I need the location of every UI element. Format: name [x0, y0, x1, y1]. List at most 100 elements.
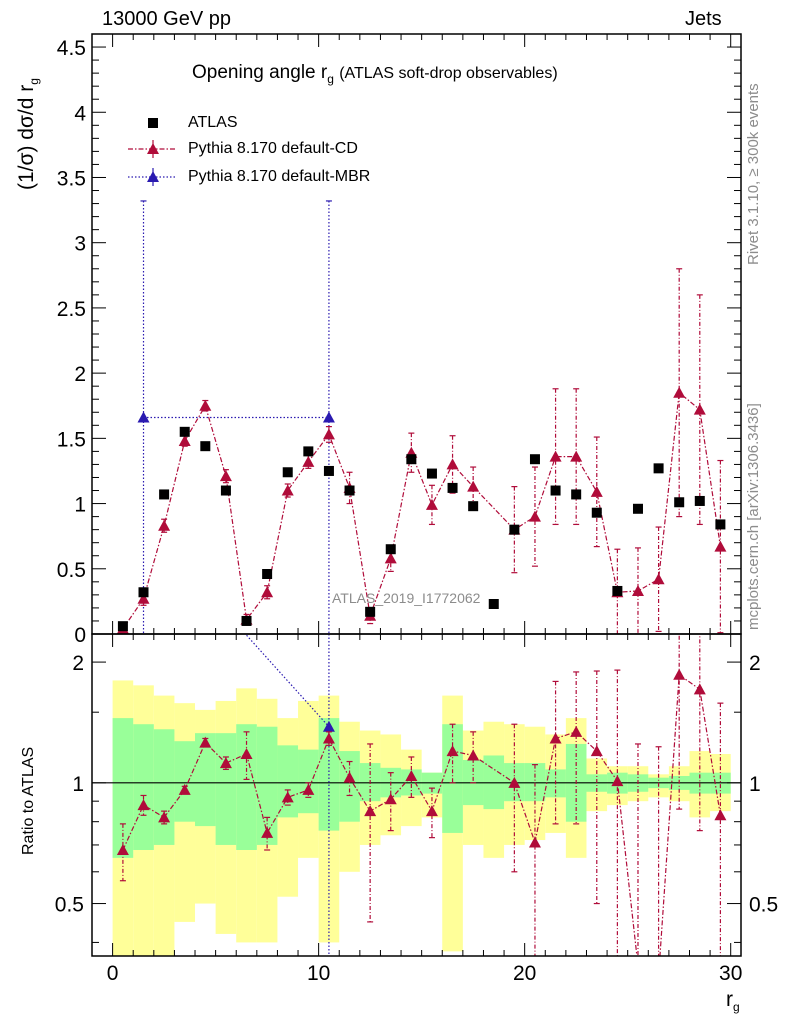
ratio-cd-point — [508, 776, 521, 788]
ratio-cd-point — [302, 783, 315, 795]
cd-point — [528, 510, 541, 522]
ratio-panel: 0 10 20 30 0.5 0.5 1 1 2 2 — [55, 633, 778, 985]
ratio-y-tick-label-right: 1 — [749, 773, 761, 796]
band-inner — [215, 733, 237, 845]
ratio-cd-series — [116, 634, 727, 981]
uncertainty-bands — [112, 680, 731, 956]
y-tick-label: 1 — [74, 494, 86, 517]
ratio-cd-point — [714, 809, 727, 821]
x-tick-label: 30 — [719, 962, 742, 985]
atlas-point — [220, 485, 231, 496]
ratio-cd-point — [405, 769, 418, 781]
atlas-point — [488, 599, 499, 609]
band-inner — [236, 724, 257, 850]
atlas-point — [179, 426, 190, 437]
ratio-cd-point — [322, 732, 335, 744]
ratio-cd-point — [673, 668, 686, 680]
mbr-series — [137, 200, 335, 634]
atlas-point — [262, 569, 273, 579]
cd-point — [137, 592, 150, 604]
ratio-cd-point — [632, 960, 644, 971]
header-right: Jets — [685, 8, 722, 30]
band-inner — [524, 763, 546, 802]
ratio-cd-point — [590, 745, 603, 757]
cd-point — [322, 428, 335, 440]
cd-point — [714, 540, 727, 552]
ratio-y-tick-label-right: 0.5 — [749, 894, 778, 917]
ratio-y-tick-label-right: 2 — [749, 652, 761, 675]
ratio-cd-point — [343, 771, 356, 783]
ratio-cd-point — [240, 747, 253, 759]
mbr-point — [137, 411, 150, 423]
ratio-mbr-series — [244, 634, 335, 956]
ratio-cd-point — [199, 736, 212, 748]
ratio-cd-point — [281, 791, 294, 803]
ratio-cd-point — [653, 970, 665, 981]
ratio-y-tick-label: 1 — [72, 773, 84, 796]
atlas-point — [385, 544, 396, 555]
ratio-cd-point — [219, 757, 232, 769]
y-axis-label: (1/σ) dσ/d rg — [15, 78, 42, 190]
band-inner — [112, 718, 134, 858]
atlas-point — [117, 621, 128, 632]
x-axis-label: rg — [726, 988, 740, 1015]
band-inner — [195, 733, 216, 827]
cd-point — [261, 586, 274, 598]
ratio-cd-point — [116, 843, 129, 855]
x-tick-label: 0 — [107, 962, 119, 985]
y-tick-label: 2.5 — [57, 298, 86, 321]
atlas-point — [365, 606, 376, 617]
atlas-point — [406, 454, 417, 465]
ratio-cd-point — [549, 732, 562, 744]
atlas-point — [468, 501, 479, 512]
mcplots-text: mcplots.cern.ch [arXiv:1306.3436] — [745, 403, 762, 630]
ratio-cd-point — [137, 799, 150, 811]
atlas-point — [509, 524, 520, 535]
plot-title: Opening angle rg (ATLAS soft-drop observ… — [192, 62, 558, 86]
atlas-point — [159, 489, 170, 500]
band-inner — [153, 729, 175, 845]
y-tick-label: 0.5 — [57, 559, 86, 582]
band-inner — [133, 724, 154, 850]
x-tick-label: 10 — [307, 962, 330, 985]
ratio-cd-point — [384, 793, 397, 805]
cd-point — [570, 450, 583, 462]
cd-point — [219, 470, 232, 482]
atlas-point — [344, 485, 355, 496]
cd-point — [467, 480, 480, 492]
atlas-point — [632, 503, 643, 514]
y-tick-label: 4 — [74, 102, 86, 125]
atlas-point — [447, 482, 458, 493]
ratio-cd-point — [425, 805, 438, 817]
cd-point — [199, 399, 212, 411]
atlas-point — [715, 519, 726, 530]
atlas-point — [303, 446, 314, 457]
cd-point — [158, 519, 171, 531]
rivet-version-text: Rivet 3.1.10, ≥ 300k events — [745, 83, 762, 265]
cd-point — [446, 458, 459, 470]
analysis-watermark: ATLAS_2019_I1772062 — [332, 590, 481, 606]
band-inner — [298, 749, 319, 814]
atlas-point — [241, 615, 252, 626]
ratio-y-tick-label: 2 — [72, 652, 84, 675]
legend-marker-cd — [147, 143, 159, 154]
ratio-y-tick-label: 0.5 — [55, 894, 84, 917]
ratio-cd-point — [261, 826, 274, 838]
ratio-cd-point — [611, 775, 624, 787]
ratio-cd-point — [693, 683, 706, 695]
atlas-point — [323, 465, 334, 476]
atlas-point — [426, 468, 437, 479]
ratio-cd-point — [178, 783, 191, 795]
atlas-point — [591, 507, 602, 518]
cd-point — [673, 386, 686, 398]
ratio-frame — [91, 633, 742, 957]
band-inner — [174, 741, 196, 822]
legend-marker-atlas — [148, 118, 158, 128]
y-tick-label: 4.5 — [57, 37, 86, 60]
atlas-point — [529, 454, 540, 465]
header-left: 13000 GeV pp — [102, 8, 231, 30]
legend-marker-mbr — [147, 171, 159, 182]
legend — [128, 118, 176, 186]
legend-label-mbr: Pythia 8.170 default-MBR — [188, 168, 371, 185]
